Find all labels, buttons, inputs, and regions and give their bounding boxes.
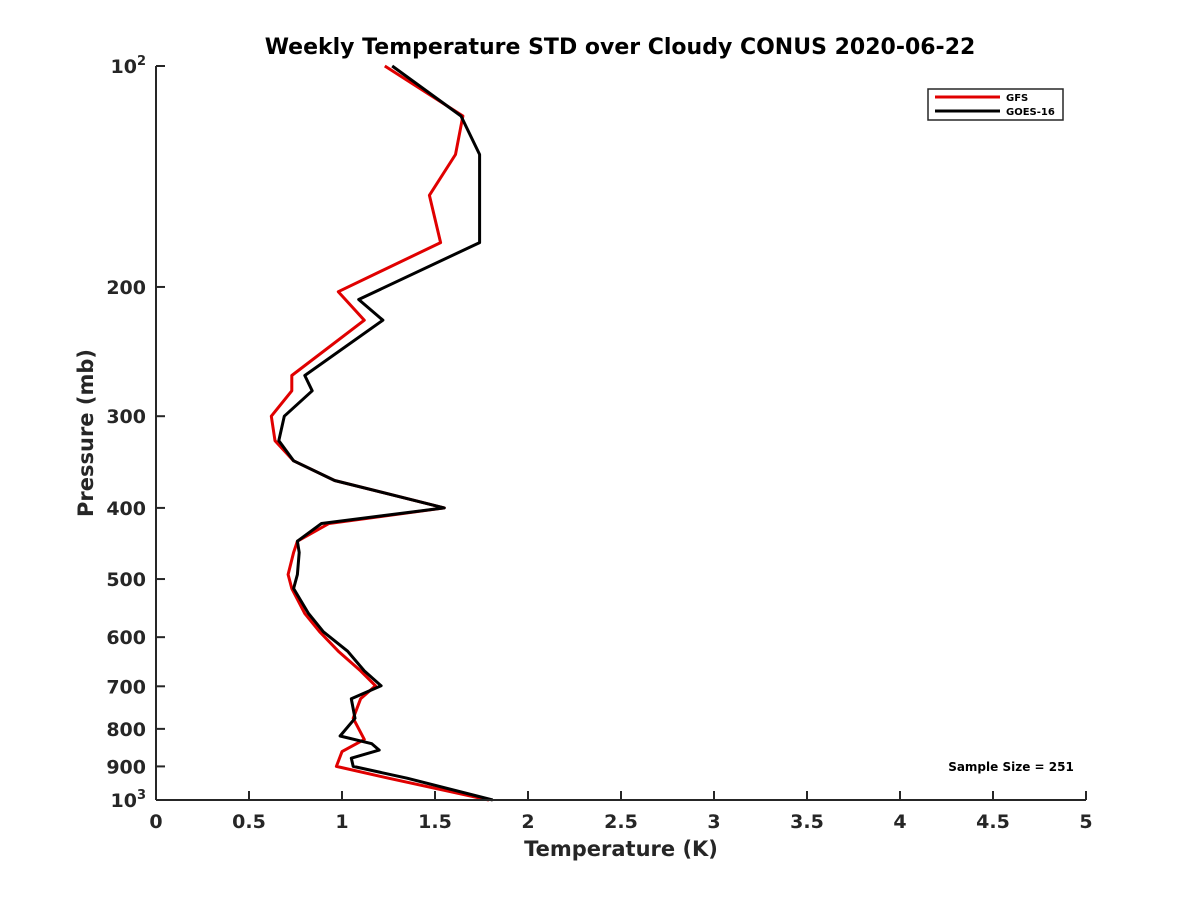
y-axis-label: Pressure (mb)	[74, 349, 98, 517]
x-tick-label: 4.5	[976, 811, 1010, 833]
x-tick-label: 4	[893, 811, 906, 833]
y-tick-label-base: 10	[111, 56, 137, 78]
x-ticks: 0 0.5 1 1.5 2 2.5 3 3.5 4 4.5 5	[149, 791, 1093, 833]
legend-label: GFS	[1006, 93, 1028, 104]
x-tick-label: 1	[335, 811, 348, 833]
y-tick-label-base: 10	[111, 790, 137, 812]
y-tick-label-exponent: 3	[137, 788, 146, 803]
x-tick-label: 2.5	[604, 811, 638, 833]
y-tick-label-exponent: 2	[137, 54, 146, 69]
x-tick-label: 0.5	[232, 811, 266, 833]
legend-label: GOES-16	[1006, 107, 1055, 118]
y-tick-label-base: 800	[106, 719, 146, 741]
series-layer	[269, 64, 494, 802]
y-tick-label-base: 400	[106, 498, 146, 520]
x-tick-label: 5	[1079, 811, 1092, 833]
y-tick-label: 300	[106, 406, 146, 428]
y-tick-label-base: 200	[106, 277, 146, 299]
y-tick-label: 103	[111, 788, 147, 812]
y-tick-label: 102	[111, 54, 147, 78]
chart-title: Weekly Temperature STD over Cloudy CONUS…	[265, 35, 976, 60]
sample-size-annotation: Sample Size = 251	[948, 760, 1074, 774]
y-tick-label-base: 300	[106, 406, 146, 428]
series-line-gfs	[269, 64, 490, 802]
x-tick-label: 1.5	[418, 811, 452, 833]
series-line-goes-16	[277, 64, 494, 802]
x-axis-label: Temperature (K)	[524, 837, 718, 861]
x-tick-label: 2	[521, 811, 534, 833]
legend-box	[927, 88, 1064, 121]
y-tick-label: 800	[106, 719, 146, 741]
y-tick-label: 500	[106, 569, 146, 591]
x-tick-label: 3.5	[790, 811, 824, 833]
y-tick-label: 200	[106, 277, 146, 299]
y-tick-label-base: 900	[106, 756, 146, 778]
legend: GFS GOES-16	[927, 88, 1064, 121]
y-tick-label: 600	[106, 627, 146, 649]
y-tick-label: 900	[106, 756, 146, 778]
x-tick-label: 3	[707, 811, 720, 833]
axes-layer	[155, 66, 1086, 801]
y-tick-label: 700	[106, 676, 146, 698]
y-tick-label-base: 700	[106, 676, 146, 698]
y-tick-label: 400	[106, 498, 146, 520]
x-tick-label: 0	[149, 811, 162, 833]
y-tick-label-base: 500	[106, 569, 146, 591]
y-tick-label-base: 600	[106, 627, 146, 649]
